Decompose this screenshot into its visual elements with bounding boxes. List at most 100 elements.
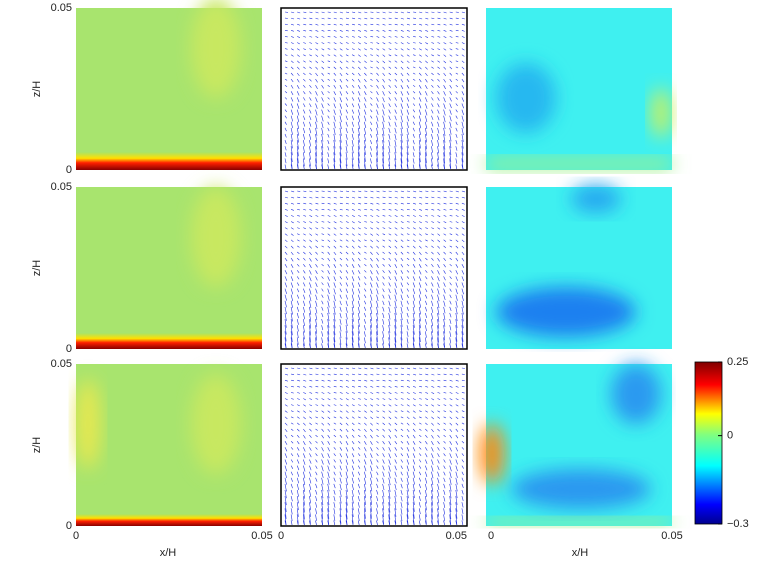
vector — [382, 508, 385, 518]
field-patch — [486, 158, 672, 170]
vector — [425, 209, 429, 211]
vector — [382, 410, 386, 413]
vector — [418, 331, 421, 343]
vector — [370, 319, 373, 328]
vector — [418, 140, 421, 149]
vector — [303, 239, 306, 242]
vector — [418, 440, 422, 444]
vector — [418, 282, 422, 288]
vector — [327, 282, 330, 288]
vector — [394, 127, 397, 134]
vector — [394, 416, 398, 419]
vector — [284, 239, 288, 243]
vector — [370, 251, 373, 255]
vector — [400, 60, 404, 64]
vector — [388, 337, 391, 347]
vector — [327, 386, 331, 388]
vector — [309, 91, 312, 95]
vector — [461, 428, 465, 431]
vector — [297, 422, 300, 426]
vector — [406, 263, 410, 267]
vector — [412, 251, 416, 255]
vector — [418, 85, 422, 89]
vector — [376, 91, 379, 96]
vector — [333, 60, 337, 63]
vector — [333, 300, 336, 308]
vector — [333, 85, 337, 89]
vector — [364, 288, 367, 292]
vector — [431, 251, 434, 255]
vector — [431, 115, 434, 120]
vector — [443, 502, 446, 509]
vector — [315, 410, 319, 413]
vector — [357, 343, 360, 349]
vector — [351, 514, 354, 524]
vector — [461, 404, 465, 406]
vector — [449, 410, 453, 413]
vector — [345, 202, 349, 205]
vector — [455, 84, 459, 88]
vector — [351, 127, 354, 134]
vector — [376, 325, 379, 336]
vector — [388, 91, 391, 95]
vector — [388, 416, 392, 420]
vector — [394, 270, 398, 275]
vector — [431, 520, 433, 526]
vector — [364, 251, 367, 254]
vector — [413, 42, 416, 44]
vector — [339, 453, 343, 458]
vector — [412, 441, 416, 445]
vector — [351, 520, 354, 526]
vector — [376, 386, 380, 388]
vector — [437, 496, 440, 504]
field-patch — [191, 187, 241, 287]
vector — [425, 42, 429, 45]
vector — [413, 48, 416, 50]
vector — [406, 30, 410, 32]
vector — [425, 190, 429, 192]
vector — [461, 520, 464, 526]
vector — [351, 471, 355, 477]
vector — [406, 227, 410, 229]
vector — [290, 331, 293, 343]
vector — [296, 164, 299, 170]
vector — [443, 202, 447, 205]
vector — [339, 164, 342, 170]
vector — [351, 121, 354, 127]
vector — [297, 386, 301, 388]
vector — [315, 11, 319, 14]
vector — [339, 306, 342, 312]
vector — [437, 97, 440, 101]
vector — [327, 312, 330, 321]
vector — [455, 121, 458, 126]
vector — [290, 447, 294, 450]
vector — [400, 331, 403, 341]
vector — [431, 306, 434, 313]
vector — [339, 404, 343, 407]
vector — [327, 319, 330, 328]
vector — [327, 483, 330, 492]
vector — [382, 78, 385, 83]
vector — [443, 453, 446, 457]
vector — [431, 392, 435, 394]
vector — [351, 312, 354, 322]
vector — [290, 97, 294, 102]
vector — [315, 306, 318, 314]
vector — [333, 23, 337, 26]
vector — [357, 496, 360, 502]
vector — [284, 319, 287, 328]
vector — [376, 121, 379, 129]
vector — [449, 115, 452, 122]
vector — [333, 282, 336, 288]
vector — [394, 221, 398, 224]
vector — [431, 331, 433, 340]
vector — [309, 78, 312, 82]
field-patch — [76, 379, 100, 469]
vector — [388, 325, 391, 333]
vector — [412, 264, 416, 268]
vector — [327, 459, 330, 465]
vector — [296, 514, 299, 524]
vector — [370, 306, 373, 315]
vector — [412, 66, 416, 69]
vector — [339, 508, 342, 517]
